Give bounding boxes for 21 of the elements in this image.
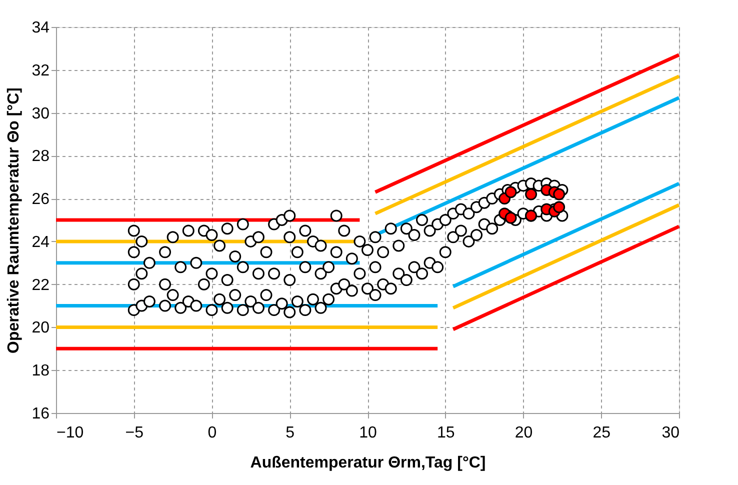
x-tick-label: 5 [286, 424, 295, 442]
y-tick-label: 18 [32, 362, 50, 380]
y-tick-label: 28 [32, 148, 50, 166]
x-tick-label: 25 [592, 424, 611, 442]
x-tick-label: 20 [514, 424, 533, 442]
x-axis-title: Außentemperatur Θrm,Tag [°C] [250, 454, 486, 472]
x-tick-label: 30 [662, 424, 680, 442]
x-tick-label: −5 [125, 424, 144, 442]
y-tick-label: 32 [32, 62, 50, 80]
y-tick-label: 30 [32, 105, 50, 122]
y-axis-title: Operative Raumtemperatur Θo [°C] [6, 87, 23, 354]
y-tick-label: 20 [32, 320, 50, 337]
x-tick-label: −10 [56, 424, 84, 442]
y-tick-label: 24 [32, 234, 50, 251]
x-tick-label: 10 [359, 424, 377, 442]
x-tick-label: 0 [208, 424, 217, 442]
y-tick-label: 22 [32, 276, 50, 294]
y-tick-label: 34 [32, 20, 50, 36]
y-tick-label: 26 [32, 191, 50, 208]
x-tick-label: 15 [436, 424, 455, 442]
y-tick-label: 16 [32, 406, 50, 422]
